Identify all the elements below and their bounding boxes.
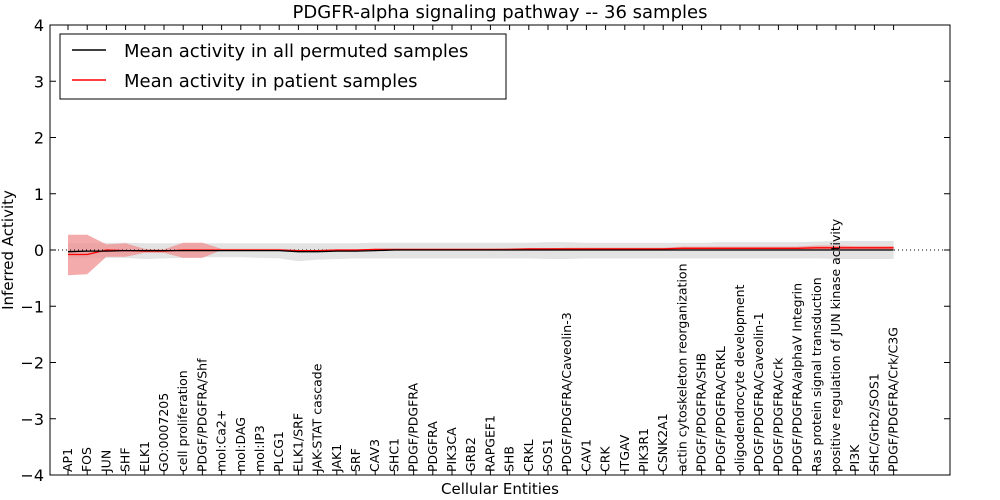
x-tick-label: oligodendrocyte development <box>732 284 747 472</box>
legend: Mean activity in all permuted samples Me… <box>59 33 507 100</box>
x-tick-label: mol:Ca2+ <box>214 410 229 472</box>
x-tick-label: PDGF/PDGFRA/SHB <box>694 353 709 472</box>
y-tick-label: −3 <box>20 410 44 429</box>
y-tick-label: 3 <box>34 72 44 91</box>
x-tick-label: SHC/Grb2/SOS1 <box>866 373 881 472</box>
x-axis-ticks: AP1 FOS JUN SHF ELK1 GO:0007205 cell prolifera… <box>60 25 901 475</box>
x-axis-label: Cellular Entities <box>441 480 559 498</box>
x-tick-label: PIK3CA <box>444 427 459 472</box>
y-tick-label: −1 <box>20 297 44 316</box>
plot-frame <box>49 24 951 476</box>
y-tick-label: 1 <box>34 185 44 204</box>
x-tick-label: CAV1 <box>578 439 593 472</box>
x-tick-label: PDGF/PDGFRA <box>406 383 421 472</box>
series-lines <box>50 247 950 256</box>
x-tick-label: ITGAV <box>617 434 632 472</box>
x-tick-label: JAK1 <box>329 444 344 473</box>
y-axis-label: Inferred Activity <box>0 190 17 310</box>
x-tick-label: PIK3R1 <box>636 428 651 472</box>
x-tick-label: cell proliferation <box>175 370 190 472</box>
chart-title: PDGFR-alpha signaling pathway -- 36 samp… <box>293 2 708 23</box>
x-tick-label: PDGF/PDGFRA/CRKL <box>713 346 728 472</box>
x-tick-label: GO:0007205 <box>156 393 171 472</box>
x-tick-label: PDGF/PDGFRA/Caveolin-1 <box>751 312 766 472</box>
x-tick-label: positive regulation of JUN kinase activi… <box>828 218 843 472</box>
x-tick-label: GRB2 <box>463 437 478 472</box>
x-tick-label: SHB <box>502 446 517 472</box>
band-permuted <box>68 241 894 262</box>
x-tick-label: PDGF/PDGFRA/Crk <box>770 357 785 472</box>
x-tick-label: CSNK2A1 <box>655 413 670 472</box>
x-tick-label: Ras protein signal transduction <box>809 277 824 472</box>
x-tick-label: PDGF/PDGFRA/Crk/C3G <box>886 327 901 472</box>
x-tick-label: CRK <box>598 446 613 472</box>
x-tick-label: ELK1/SRF <box>290 413 305 472</box>
x-tick-label: FOS <box>79 447 94 472</box>
y-tick-label: −2 <box>20 354 44 373</box>
x-tick-label: CRKL <box>521 439 536 472</box>
x-tick-label: PI3K <box>847 444 862 472</box>
x-tick-label: PLCG1 <box>271 431 286 472</box>
x-tick-label: SHC1 <box>386 438 401 472</box>
confidence-bands <box>68 234 894 276</box>
x-tick-label: CAV3 <box>367 439 382 472</box>
legend-label-patient: Mean activity in patient samples <box>124 71 418 92</box>
x-tick-label: mol:DAG <box>233 417 248 472</box>
y-tick-label: −4 <box>20 466 44 485</box>
x-tick-label: ELK1 <box>137 441 152 472</box>
x-tick-label: JUN <box>98 450 113 473</box>
y-axis-ticks: −4 −3 −2 −1 0 1 2 3 4 <box>20 16 950 485</box>
series-line-permuted <box>67 249 894 253</box>
x-tick-label: RAPGEF1 <box>482 415 497 472</box>
x-tick-label: PDGF/PDGFRA/Shf <box>194 358 209 472</box>
x-tick-label: SRF <box>348 448 363 472</box>
x-tick-label: AP1 <box>60 448 75 472</box>
x-tick-label: JAK-STAT cascade <box>310 363 325 473</box>
legend-box <box>59 33 507 100</box>
x-tick-label: mol:IP3 <box>252 425 267 472</box>
y-tick-label: 0 <box>34 241 44 260</box>
x-tick-label: PDGFRA <box>425 421 440 472</box>
legend-label-permuted: Mean activity in all permuted samples <box>124 41 468 62</box>
y-tick-label: 4 <box>34 16 44 35</box>
x-tick-label: SHF <box>118 447 133 472</box>
x-tick-label: actin cytoskeleton reorganization <box>674 263 689 472</box>
x-tick-label: PDGF/PDGFRA/alphaV Integrin <box>790 283 805 472</box>
y-tick-label: 2 <box>34 129 44 148</box>
x-tick-label: PDGF/PDGFRA/Caveolin-3 <box>559 312 574 472</box>
x-tick-label: SOS1 <box>540 438 555 472</box>
